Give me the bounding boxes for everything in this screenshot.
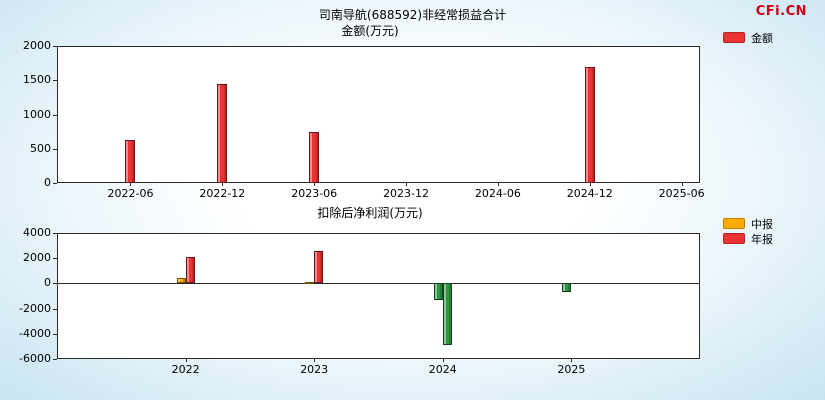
y-axis-tick-label: 2000 xyxy=(23,39,51,52)
net-profit-chart-plot-area xyxy=(57,233,700,359)
x-axis-tick-mark xyxy=(442,359,444,362)
y-axis-tick-mark xyxy=(53,80,57,82)
y-axis-tick-mark xyxy=(53,148,57,150)
chart2-title: 扣除后净利润(万元) xyxy=(317,206,423,220)
cfi-cn-logo: CFi.CN xyxy=(755,4,807,19)
x-axis-tick-mark xyxy=(314,359,316,362)
legend-label: 年报 xyxy=(751,232,773,246)
x-axis-tick-mark xyxy=(571,359,573,362)
y-axis-tick-label: -4000 xyxy=(19,326,51,340)
y-axis-tick-mark xyxy=(53,333,57,335)
y-axis-tick-mark xyxy=(53,308,57,310)
bar-s0-2023-06 xyxy=(309,131,320,183)
legend-swatch xyxy=(723,218,745,229)
x-axis-tick-mark xyxy=(222,183,224,186)
y-axis-tick-mark xyxy=(53,283,57,285)
chart2-legend-item-1: 年报 xyxy=(723,228,773,246)
bar-s0-2022-12 xyxy=(217,84,228,183)
chart1-legend-item-0: 金额 xyxy=(723,27,773,45)
x-axis-tick-label: 2023-06 xyxy=(291,187,338,200)
bar-s0-2024 xyxy=(433,283,443,300)
x-axis-tick-label: 2025 xyxy=(557,363,586,376)
legend-swatch xyxy=(723,233,745,244)
zero-baseline xyxy=(57,283,700,285)
amount-chart-plot-area xyxy=(57,46,700,183)
bar-s0-2022-06 xyxy=(125,139,136,183)
x-axis-tick-mark xyxy=(589,183,591,186)
y-axis-tick-mark xyxy=(53,183,57,184)
y-axis-tick-label: 2000 xyxy=(23,251,51,265)
legend-label: 金额 xyxy=(751,31,773,45)
x-axis-tick-mark xyxy=(314,183,316,186)
y-axis-tick-mark xyxy=(53,46,57,47)
x-axis-tick-label: 2024 xyxy=(428,363,457,376)
y-axis-tick-label: 1500 xyxy=(23,73,51,87)
x-axis-tick-mark xyxy=(497,183,499,186)
y-axis-tick-mark xyxy=(53,359,57,360)
x-axis-tick-mark xyxy=(406,183,408,186)
bar-s0-2022 xyxy=(176,278,186,284)
y-axis-tick-label: 0 xyxy=(44,176,51,189)
x-axis-tick-label: 2024-06 xyxy=(474,187,521,200)
x-axis-tick-mark xyxy=(185,359,187,362)
y-axis-tick-label: 4000 xyxy=(23,226,51,239)
y-axis-tick-label: 1000 xyxy=(23,107,51,121)
x-axis-tick-label: 2023-12 xyxy=(383,187,430,200)
bar-s0-2024-12 xyxy=(584,66,595,183)
chart2-legend-item-0: 中报 xyxy=(723,213,773,231)
chart1-title: 司南导航(688592)非经常损益合计 xyxy=(318,8,507,22)
y-axis-tick-label: 500 xyxy=(30,141,51,155)
x-axis-tick-mark xyxy=(130,183,132,186)
bar-s1-2024 xyxy=(442,283,452,346)
y-axis-tick-mark xyxy=(53,114,57,116)
chart1-subtitle: 金额(万元) xyxy=(341,24,399,38)
y-axis-tick-mark xyxy=(53,258,57,260)
y-axis-tick-label: -2000 xyxy=(19,301,51,315)
x-axis-tick-label: 2022-06 xyxy=(107,187,154,200)
legend-swatch xyxy=(723,32,745,43)
y-axis-tick-label: 0 xyxy=(44,276,51,290)
y-axis-tick-label: -6000 xyxy=(19,352,51,365)
x-axis-tick-label: 2022-12 xyxy=(199,187,246,200)
y-axis-tick-mark xyxy=(53,233,57,234)
bar-s0-2025 xyxy=(562,283,572,292)
x-axis-tick-label: 2022 xyxy=(171,363,200,376)
x-axis-tick-label: 2024-12 xyxy=(566,187,613,200)
x-axis-tick-mark xyxy=(681,183,683,186)
x-axis-tick-label: 2025-06 xyxy=(658,187,705,200)
x-axis-tick-label: 2023 xyxy=(300,363,329,376)
bar-s1-2023 xyxy=(314,251,324,284)
legend-label: 中报 xyxy=(751,217,773,231)
bar-s1-2022 xyxy=(185,256,195,284)
bar-s0-2023 xyxy=(305,281,315,284)
